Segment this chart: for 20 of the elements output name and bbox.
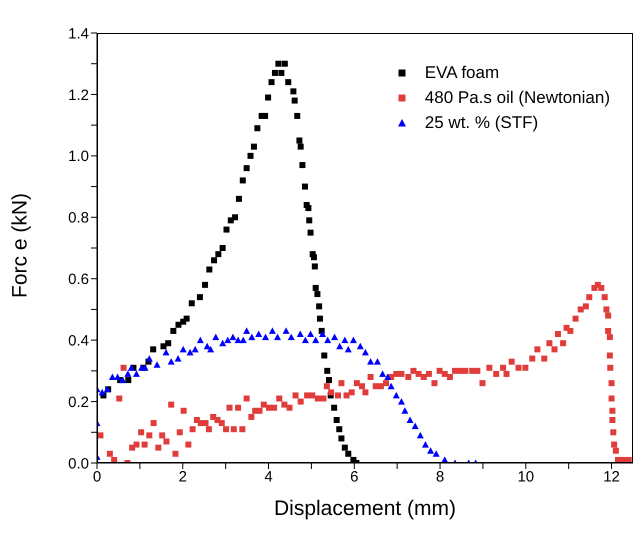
x-tick-label: 10 — [517, 468, 534, 486]
y-tick-label: 1.4 — [68, 25, 89, 42]
y-tick-label: 1.0 — [68, 148, 89, 166]
y-tick-label: 1.2 — [68, 86, 89, 104]
x-tick-label: 2 — [178, 468, 187, 486]
x-axis-title: Displacement (mm) — [274, 497, 456, 520]
x-tick-label: 12 — [603, 468, 620, 486]
y-tick-label: 0.4 — [68, 332, 89, 350]
x-tick-label: 4 — [264, 468, 273, 486]
x-tick-label: 0 — [92, 468, 102, 486]
y-tick-label: 0.8 — [68, 210, 89, 227]
y-axis-title: Forc e (kN) — [8, 193, 32, 298]
x-tick-label: 8 — [436, 468, 444, 486]
y-tick-label: 0.6 — [68, 271, 89, 288]
x-tick-label: 6 — [350, 468, 358, 486]
y-tick-label: 0.0 — [68, 455, 89, 472]
legend-label: EVA foam — [424, 62, 500, 82]
legend-label: 480 Pa.s oil (Newtonian) — [424, 88, 610, 108]
y-tick-label: 0.2 — [68, 394, 89, 411]
legend-label: 25 wt. % (STF) — [424, 112, 538, 132]
